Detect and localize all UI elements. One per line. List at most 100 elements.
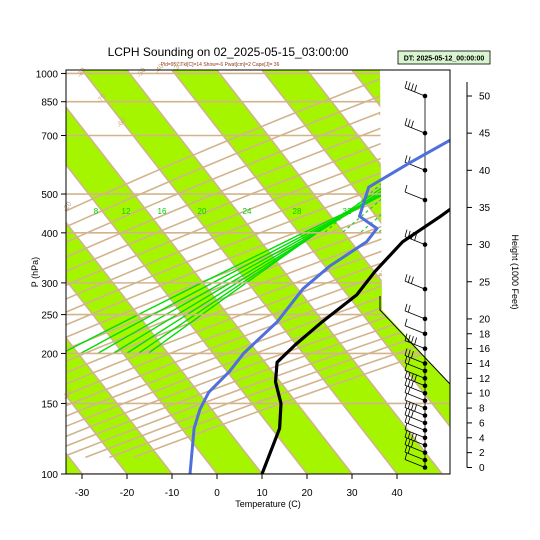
wind-barb-feather: [407, 275, 411, 283]
wind-barb-feather: [404, 303, 408, 312]
height-tick-label: 20: [479, 314, 491, 325]
wind-barb-shaft: [404, 369, 426, 379]
wind-barb-feather: [411, 373, 414, 381]
wind-barb-feather: [407, 416, 411, 424]
wind-barb-feather: [407, 119, 411, 127]
y-tick-label: 400: [41, 229, 58, 240]
dry-adiabat-line: [66, 226, 450, 374]
height-tick-label: 12: [479, 374, 491, 385]
height-tick-label: 6: [479, 418, 485, 429]
wind-barb-feather: [404, 444, 408, 453]
mixing-ratio-label: 32: [343, 207, 352, 216]
isotherm-line: [126, 70, 443, 474]
y-tick-label: 250: [41, 311, 58, 322]
mixing-ratio-label: 16: [158, 207, 167, 216]
wind-barb-feather: [407, 334, 411, 343]
height-tick-label: 18: [479, 329, 491, 340]
height-tick-label: 14: [479, 359, 491, 370]
y-axis-label: P (hPa): [30, 257, 40, 287]
dry-adiabat-line: [66, 174, 450, 326]
wind-barb-feather: [414, 434, 417, 442]
dry-adiabat-line: [66, 272, 450, 417]
wind-barb-shaft: [404, 399, 426, 409]
wind-barb-feather: [404, 452, 408, 460]
wind-station-dot: [422, 383, 428, 389]
isotherm-line: [441, 70, 450, 82]
y-tick-label: 1000: [36, 69, 59, 80]
dry-adiabat-line: [66, 238, 450, 385]
wind-barb-feather: [404, 318, 408, 326]
moist-adiabat-line: [66, 162, 450, 353]
height-axis-ticks: 0 2 4 6 8 10 12 14 16 18 20 25 30 35 40 45 50: [466, 82, 491, 474]
x-tick-label: 0: [214, 488, 220, 499]
temperature-band: [442, 70, 450, 81]
isotherm-line: [171, 70, 450, 428]
wind-barb-feather: [404, 118, 408, 126]
wind-barb-feather: [411, 276, 414, 284]
wind-station-dot: [422, 420, 428, 426]
y-axis-ticks: 100 150 200 250 300 400 500 700 850 1000: [36, 69, 66, 481]
dry-adiabat-line: [66, 188, 450, 339]
wind-barb-feather: [404, 274, 408, 282]
temperature-line: [260, 207, 450, 474]
height-tick-label: 2: [479, 448, 485, 459]
y-tick-label: 500: [41, 190, 58, 201]
height-tick-label: 50: [479, 92, 491, 103]
wind-barb-feather: [404, 355, 408, 364]
moist-adiabat-line: [80, 160, 450, 355]
wind-barb-feather: [404, 229, 408, 237]
wind-barb-feather: [404, 370, 408, 378]
wind-barb-feather: [411, 440, 414, 448]
chart-subtitle: Pld=957 Tkl[C]=14 Show=-6 Pwat[cm]=2 Cap…: [161, 62, 280, 68]
wind-barb-feather: [404, 415, 408, 423]
x-tick-label: -20: [120, 488, 135, 499]
wind-barb-feather: [411, 336, 414, 344]
height-axis-label: Height (1000 Feet): [510, 234, 520, 309]
dt-box: DT: 2025-05-12_00:00:00: [397, 50, 491, 65]
isotherm-label: -30: [172, 61, 184, 73]
wind-barb-feather: [407, 438, 411, 447]
x-tick-label: 10: [256, 488, 268, 499]
wind-station-dot: [422, 376, 428, 381]
wind-barb-feather: [404, 407, 408, 416]
dry-adiabat-line: [66, 70, 406, 212]
y-tick-label: 100: [41, 470, 58, 481]
dry-adiabat-line: [66, 117, 450, 273]
wind-barb-feather: [411, 432, 414, 440]
dt-label: DT: 2025-05-12_00:00:00: [404, 56, 485, 63]
x-tick-label: 30: [346, 488, 358, 499]
wind-barb-feather: [414, 404, 417, 412]
y-tick-label: 700: [41, 131, 58, 142]
wind-barb-feather: [407, 386, 411, 395]
height-tick-label: 10: [479, 389, 491, 400]
wind-barb-feather: [404, 400, 408, 408]
wind-barb-feather: [404, 155, 408, 163]
x-tick-label: -30: [75, 488, 90, 499]
wind-barb-feather: [407, 379, 411, 387]
dry-adiabat-line: [66, 249, 450, 396]
mixing-ratio-label: 12: [122, 207, 131, 216]
wind-barb-feather: [414, 374, 417, 382]
wind-barb-shaft: [404, 429, 426, 439]
x-axis-ticks: -30 -20 -10 0 10 20 30 40: [75, 474, 403, 499]
chart-title: LCPH Sounding on 02_2025-05-15_03:00:00: [108, 45, 349, 59]
wind-station-dot: [422, 316, 428, 322]
height-tick-label: 16: [479, 344, 491, 355]
isotherm-line: [66, 336, 173, 474]
wind-barb-feather: [407, 431, 411, 439]
wind-barb-feather: [404, 385, 408, 393]
wind-barb-feather: [404, 437, 408, 445]
y-tick-label: 300: [41, 279, 58, 290]
height-tick-label: 30: [479, 240, 491, 251]
plot-frame: [65, 69, 451, 475]
wind-barb-feather: [404, 80, 408, 89]
y-tick-label: 200: [41, 349, 58, 360]
wind-barb-feather: [407, 349, 411, 357]
isotherm-line: [66, 394, 128, 474]
wind-barb-feather: [411, 402, 414, 411]
wind-barb-feather: [411, 350, 414, 359]
height-tick-label: 45: [479, 129, 491, 140]
wind-barb-feather: [404, 184, 408, 193]
mixing-ratio-label: 8: [94, 207, 99, 216]
